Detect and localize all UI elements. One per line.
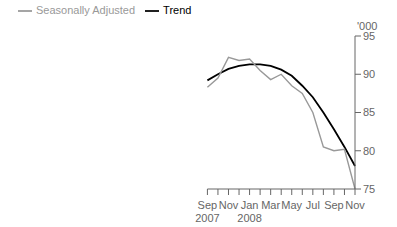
svg-text:85: 85 xyxy=(363,106,375,118)
svg-text:Nov: Nov xyxy=(345,199,365,211)
svg-text:90: 90 xyxy=(363,68,375,80)
svg-text:Sep: Sep xyxy=(324,199,344,211)
html-text:'000: '000 xyxy=(357,20,378,32)
svg-text:Sep2007: Sep2007 xyxy=(195,199,219,224)
svg-text:Jul: Jul xyxy=(306,199,320,211)
svg-text:Mar: Mar xyxy=(261,199,280,211)
html-text:Seasonally Adjusted: Seasonally Adjusted xyxy=(36,4,136,16)
svg-text:Jan2008: Jan2008 xyxy=(237,199,261,224)
html-text:Trend: Trend xyxy=(163,4,192,16)
svg-text:80: 80 xyxy=(363,145,375,157)
svg-text:95: 95 xyxy=(363,29,376,42)
svg-text:Nov: Nov xyxy=(219,199,239,211)
svg-text:May: May xyxy=(281,199,302,211)
svg-text:75: 75 xyxy=(363,183,375,195)
